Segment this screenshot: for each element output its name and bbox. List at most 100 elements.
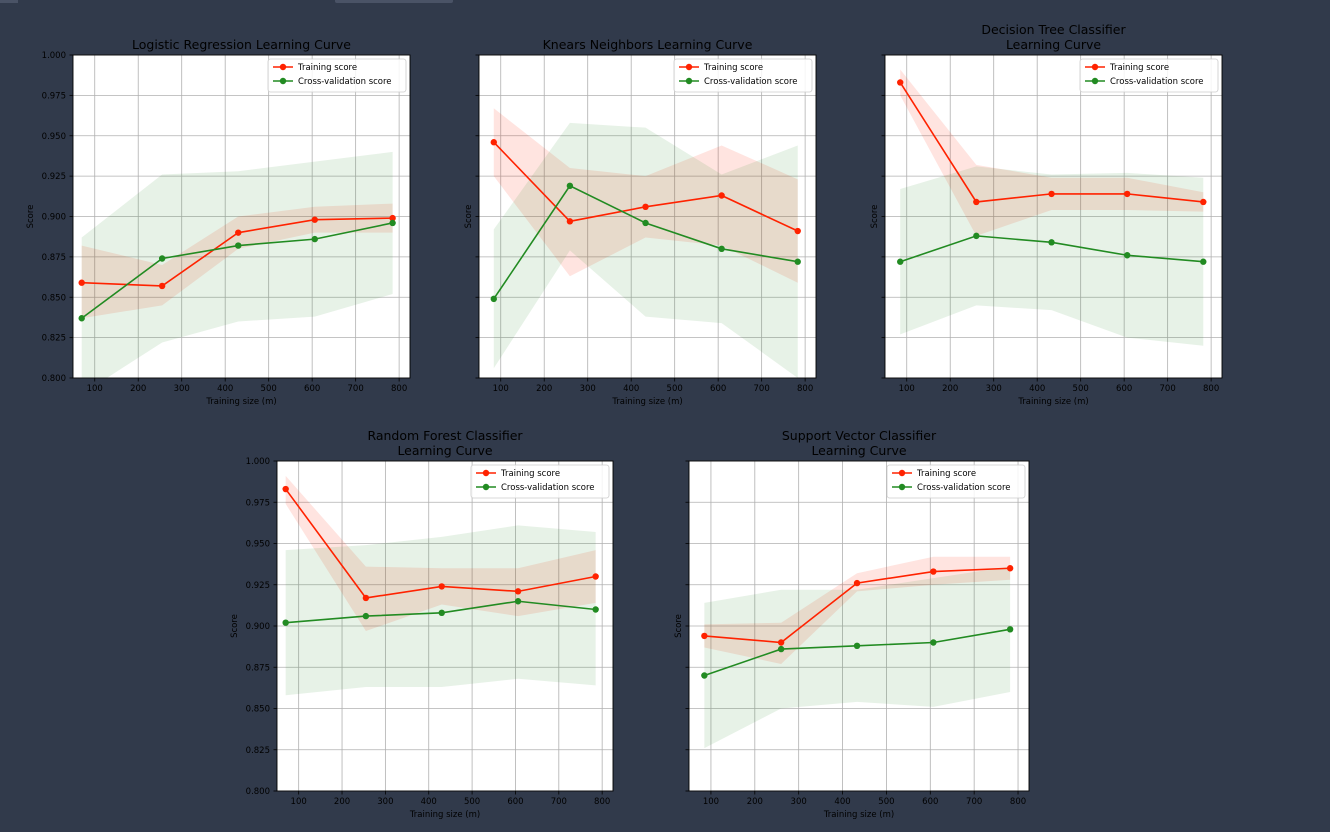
cv-score-point xyxy=(389,219,396,227)
chart-title: Support Vector Classifier xyxy=(782,428,937,443)
y-tick-label: 0.900 xyxy=(42,213,66,223)
legend-box xyxy=(267,58,407,93)
x-tick-label: 700 xyxy=(551,797,567,807)
legend-marker xyxy=(279,77,287,85)
y-tick-label: 0.800 xyxy=(246,787,270,797)
x-tick-label: 700 xyxy=(1160,384,1176,394)
plot-content xyxy=(701,556,1014,749)
cv-score-point xyxy=(438,609,445,616)
x-tick-label: 800 xyxy=(797,384,813,394)
training-score-point xyxy=(389,214,396,222)
legend: Training score Cross-validation score xyxy=(267,58,407,93)
cv-score-point xyxy=(701,672,708,679)
x-tick-label: 400 xyxy=(623,384,639,394)
y-tick-label: 0.850 xyxy=(246,705,270,715)
x-axis-label: Training size (m) xyxy=(823,810,894,820)
legend-label: Training score xyxy=(916,469,976,479)
x-tick-label: 200 xyxy=(334,797,350,807)
training-score-point xyxy=(592,573,599,580)
cv-score-point xyxy=(566,182,574,190)
x-tick-label: 800 xyxy=(1203,384,1219,394)
cv-score-point xyxy=(777,645,785,653)
x-tick-label: 400 xyxy=(834,797,850,807)
cv-score-point xyxy=(1048,239,1055,246)
training-score-point xyxy=(158,282,166,290)
cv-score-point xyxy=(930,639,937,646)
cv-score-point xyxy=(592,606,599,613)
legend: Training score Cross-validation score xyxy=(886,464,1026,499)
cv-score-point xyxy=(794,258,801,265)
y-tick-label: 0.850 xyxy=(42,293,66,303)
y-axis-label: Score xyxy=(26,205,36,229)
legend-label: Cross-validation score xyxy=(704,77,798,87)
plot-content xyxy=(282,475,599,696)
y-tick-label: 1.000 xyxy=(42,51,66,61)
x-tick-label: 200 xyxy=(942,384,958,394)
x-tick-label: 600 xyxy=(304,384,320,394)
y-tick-label: 0.975 xyxy=(246,498,270,508)
training-score-point xyxy=(78,279,85,286)
x-tick-label: 500 xyxy=(261,384,277,394)
training-score-point xyxy=(282,485,289,493)
training-score-point xyxy=(930,568,937,575)
cv-score-point xyxy=(282,619,289,626)
chart-1: 100 200 300 400 500 600 700 800 0.800 0.825 0.850 0… xyxy=(26,37,411,407)
y-tick-label: 0.800 xyxy=(42,374,66,384)
training-score-point xyxy=(362,594,370,602)
y-tick-label: 0.875 xyxy=(246,663,270,673)
y-tick-label: 0.900 xyxy=(246,622,270,632)
y-axis-label: Score xyxy=(230,614,240,638)
cv-score-point xyxy=(973,232,980,240)
x-tick-label: 300 xyxy=(377,797,393,807)
x-tick-label: 700 xyxy=(754,384,770,394)
training-score-band xyxy=(704,556,1011,664)
y-tick-label: 0.925 xyxy=(246,581,270,591)
legend-box xyxy=(1079,58,1219,93)
cv-score-band xyxy=(81,151,393,378)
y-tick-label: 0.925 xyxy=(42,172,66,182)
cv-score-band xyxy=(900,166,1204,346)
x-tick-label: 400 xyxy=(1029,384,1045,394)
legend-box xyxy=(470,464,610,499)
x-tick-label: 700 xyxy=(966,797,982,807)
legend-label: Cross-validation score xyxy=(298,77,392,87)
legend-label: Cross-validation score xyxy=(501,483,595,493)
x-tick-label: 300 xyxy=(791,797,807,807)
x-tick-label: 500 xyxy=(667,384,683,394)
plot-content xyxy=(78,151,396,378)
training-score-point xyxy=(897,79,904,86)
training-score-point xyxy=(1200,198,1207,206)
cv-score-band xyxy=(704,566,1011,749)
chart-title: Random Forest Classifier xyxy=(367,428,523,443)
y-axis-label: Score xyxy=(464,205,474,229)
chart-5: 100 200 300 400 500 600 700 800 Training size (m… xyxy=(674,428,1030,820)
legend-label: Cross-validation score xyxy=(1110,77,1204,87)
x-tick-label: 600 xyxy=(710,384,726,394)
legend-label: Training score xyxy=(703,63,763,73)
cv-score-point xyxy=(311,235,318,243)
x-axis-label: Training size (m) xyxy=(1017,397,1088,407)
legend-marker xyxy=(685,63,693,71)
legend-marker xyxy=(685,77,693,85)
training-score-point xyxy=(490,139,497,146)
cv-score-point xyxy=(514,598,522,605)
training-score-point xyxy=(566,218,574,225)
y-tick-label: 0.950 xyxy=(246,540,270,550)
legend-label: Training score xyxy=(500,469,560,479)
legend-marker xyxy=(898,483,906,491)
cv-score-point xyxy=(1006,626,1014,633)
training-score-point xyxy=(1006,565,1014,572)
training-score-point xyxy=(438,583,445,590)
y-axis-label: Score xyxy=(674,614,684,638)
y-axis-label: Score xyxy=(870,205,880,229)
legend: Training score Cross-validation score xyxy=(470,464,610,499)
training-score-point xyxy=(514,588,522,595)
x-axis-label: Training size (m) xyxy=(409,810,480,820)
legend: Training score Cross-validation score xyxy=(673,58,813,93)
x-tick-label: 100 xyxy=(291,797,307,807)
x-tick-label: 300 xyxy=(580,384,596,394)
x-tick-label: 800 xyxy=(594,797,610,807)
x-tick-label: 300 xyxy=(986,384,1002,394)
training-score-point xyxy=(853,579,861,587)
